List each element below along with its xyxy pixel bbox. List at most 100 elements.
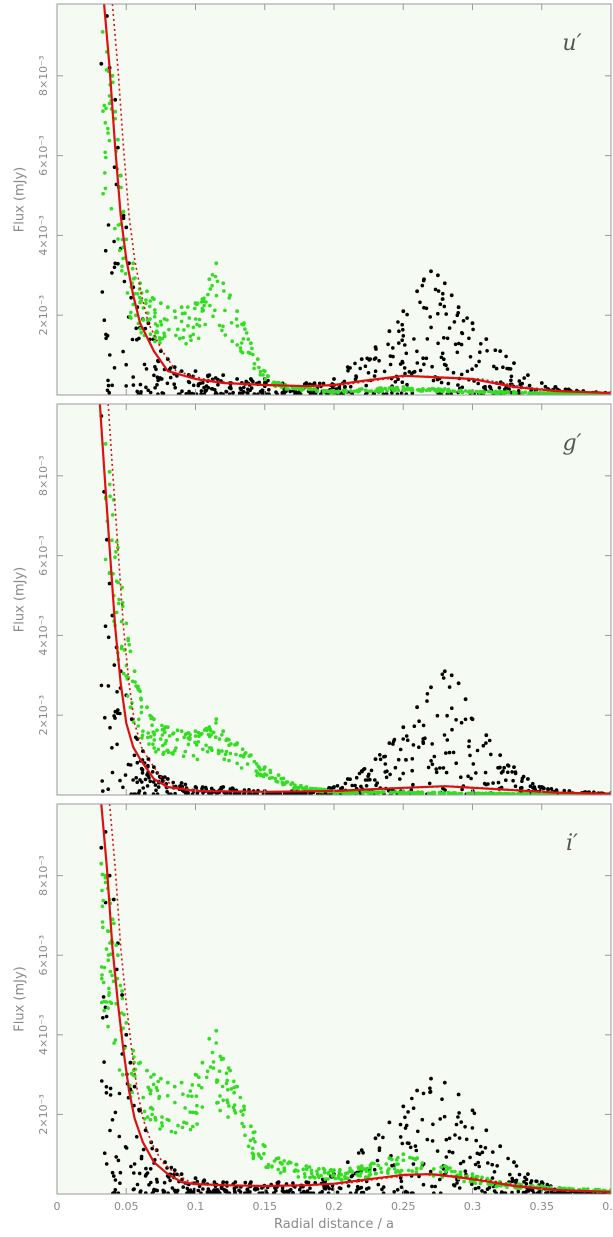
green-point xyxy=(348,1166,352,1171)
black-point xyxy=(545,1182,550,1187)
green-point xyxy=(477,390,482,395)
black-point xyxy=(508,1172,512,1177)
black-point xyxy=(456,383,460,387)
green-point xyxy=(173,748,177,753)
black-point xyxy=(169,1165,174,1170)
black-point xyxy=(363,392,368,395)
black-point xyxy=(373,757,378,761)
black-point xyxy=(343,781,348,786)
black-point xyxy=(410,757,415,761)
green-point xyxy=(356,1173,360,1178)
black-point xyxy=(393,765,398,770)
green-point xyxy=(217,737,222,741)
green-point xyxy=(125,291,130,295)
green-point xyxy=(107,101,112,106)
black-point xyxy=(110,1118,115,1122)
black-point xyxy=(439,355,444,360)
black-point xyxy=(165,777,170,781)
green-point xyxy=(100,888,104,893)
green-point xyxy=(256,1152,261,1156)
green-point xyxy=(235,1084,240,1089)
black-point xyxy=(372,374,377,378)
green-point xyxy=(106,131,110,135)
green-point xyxy=(243,327,247,331)
green-point xyxy=(137,717,141,722)
black-point xyxy=(466,774,470,779)
black-point xyxy=(110,746,114,750)
green-point xyxy=(199,300,204,304)
black-point xyxy=(141,1147,146,1152)
black-point xyxy=(390,391,394,395)
green-point xyxy=(99,965,104,969)
black-point xyxy=(150,770,155,774)
green-point xyxy=(339,1173,344,1177)
green-point xyxy=(336,1176,341,1180)
black-point xyxy=(516,389,521,393)
black-point xyxy=(509,378,513,383)
green-point xyxy=(486,1182,491,1186)
green-point xyxy=(446,790,451,795)
black-point xyxy=(503,387,507,392)
black-point xyxy=(421,737,426,741)
black-point xyxy=(166,1191,170,1194)
black-point xyxy=(477,359,481,364)
black-point xyxy=(430,364,434,369)
black-point xyxy=(146,773,150,778)
green-point xyxy=(124,1021,129,1025)
plot-area xyxy=(57,404,611,795)
black-point xyxy=(156,785,161,789)
black-point xyxy=(108,725,112,730)
black-point xyxy=(196,1188,201,1193)
black-point xyxy=(363,778,368,782)
green-point xyxy=(326,1177,330,1181)
black-point xyxy=(181,1185,185,1189)
black-point xyxy=(442,336,446,340)
black-point xyxy=(256,392,260,395)
green-point xyxy=(151,1082,156,1087)
green-point xyxy=(154,750,158,754)
green-point xyxy=(207,1036,212,1041)
green-point xyxy=(100,904,105,909)
black-point xyxy=(400,338,405,343)
black-point xyxy=(485,1187,490,1191)
black-point xyxy=(398,777,402,781)
green-point xyxy=(182,735,186,740)
green-point xyxy=(512,792,517,795)
green-point xyxy=(124,674,128,678)
black-point xyxy=(446,381,451,386)
green-point xyxy=(426,791,431,795)
green-point xyxy=(210,1050,215,1055)
green-point xyxy=(457,389,462,394)
black-point xyxy=(155,1180,159,1184)
green-point xyxy=(181,754,186,758)
black-point xyxy=(168,1178,172,1183)
green-point xyxy=(286,387,290,391)
green-point xyxy=(381,790,385,794)
green-point xyxy=(363,1175,368,1179)
green-point xyxy=(505,1185,509,1189)
black-point xyxy=(144,1191,148,1194)
green-point xyxy=(205,749,210,754)
green-point xyxy=(482,390,487,394)
black-point xyxy=(502,765,507,770)
black-point xyxy=(480,1150,485,1155)
black-point xyxy=(421,1182,426,1187)
green-point xyxy=(326,1172,331,1176)
green-point xyxy=(142,1117,147,1121)
black-point xyxy=(135,389,139,394)
black-point xyxy=(487,738,492,743)
black-point xyxy=(158,376,162,380)
green-point xyxy=(173,315,178,320)
black-point xyxy=(156,392,160,395)
green-point xyxy=(154,1085,159,1090)
black-point xyxy=(470,1126,475,1130)
black-point xyxy=(401,737,406,741)
green-point xyxy=(165,305,170,310)
green-point xyxy=(392,388,396,393)
y-tick-label: 8×10⁻³ xyxy=(37,456,50,496)
green-point xyxy=(148,713,152,718)
green-point xyxy=(215,279,220,284)
black-point xyxy=(113,1188,118,1192)
black-point xyxy=(412,337,416,341)
black-point xyxy=(443,788,447,792)
